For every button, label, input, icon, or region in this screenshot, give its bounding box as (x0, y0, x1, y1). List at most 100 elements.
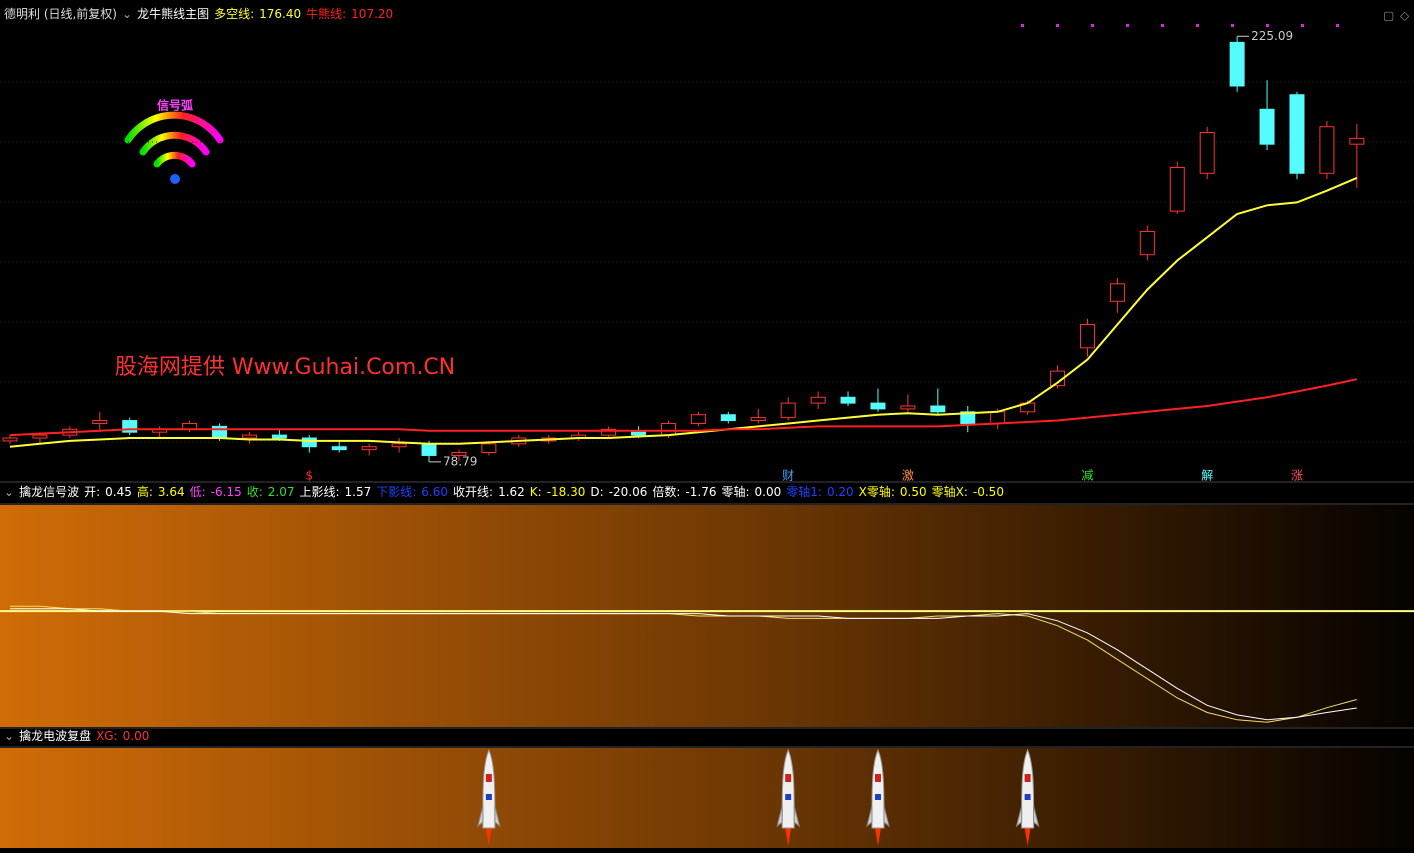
candle-body (1349, 137, 1365, 145)
rocket-body (781, 748, 795, 829)
signal-annotation: 涨 (1291, 468, 1303, 483)
candle-body (122, 420, 138, 433)
main-header: 德明利 (日线,前复权) ⌄ 龙牛熊线主图 多空线: 176.40 牛熊线: 107.20 (4, 5, 398, 23)
readout-label: 开: (84, 485, 101, 499)
readout-value: 0.00 (122, 729, 150, 743)
rocket-window (1024, 794, 1031, 800)
signal-annotation: $ (305, 469, 313, 483)
candle-body (1139, 230, 1155, 256)
signal-icon (124, 111, 224, 168)
signal-annotation: 激 (902, 469, 914, 483)
readout-label: 低: (189, 485, 206, 499)
candle-body (690, 414, 706, 424)
signal-dot (170, 174, 180, 184)
window-icon[interactable]: ◇ (1400, 9, 1410, 23)
candle-body (840, 396, 856, 404)
rocket (477, 748, 501, 846)
signal-dot (1126, 24, 1129, 27)
window-icon[interactable]: ▢ (1383, 9, 1394, 23)
readout-value: -1.76 (685, 485, 717, 499)
candle-body (900, 405, 916, 410)
low-label: 78.79 (443, 454, 477, 468)
rocket-fin (1015, 805, 1040, 828)
readout-label: XG: (96, 729, 118, 743)
rocket-body (1021, 748, 1035, 829)
candle-body (1109, 283, 1125, 302)
collapse-icon[interactable]: ⌄ (122, 7, 133, 21)
readout-value: 2.07 (267, 485, 295, 499)
candle-body (601, 428, 617, 436)
candle-body (1259, 108, 1275, 145)
candle-body (1079, 324, 1095, 349)
readout-label: D: (590, 485, 604, 499)
candle-body (810, 396, 826, 404)
signal-dot (1336, 24, 1339, 27)
watermark: 股海网提供 Www.Guhai.Com.CN (115, 355, 455, 380)
panel-background (0, 748, 1414, 848)
indicator-header: ⌄ 擒龙信号波 开: 0.45 高: 3.64 低: -6.15 收: 2.07 上影线: 1.57 下… (4, 483, 1009, 501)
readout-label: 收: (246, 485, 263, 499)
rocket-window (485, 774, 492, 782)
indicator-line (9, 176, 1358, 448)
candle-body (331, 446, 347, 451)
candle-body (481, 443, 497, 454)
rocket (866, 748, 890, 846)
rocket-window (874, 794, 881, 800)
rocket-fin (776, 805, 801, 828)
readout-value: 1.57 (344, 485, 372, 499)
signal-dot (1231, 24, 1234, 27)
candle-body (2, 437, 18, 442)
readout-label: 高: (136, 485, 153, 499)
readout-value: 107.20 (351, 7, 394, 21)
chart-title: 龙牛熊线主图 (137, 7, 210, 21)
rocket-flame (485, 828, 492, 846)
collapse-icon[interactable]: ⌄ (4, 485, 15, 499)
high-label: 225.09 (1251, 29, 1293, 43)
candle-body (780, 402, 796, 419)
rocket (1015, 748, 1040, 846)
rocket-fin (866, 805, 890, 828)
rocket-window (485, 794, 492, 800)
candle-body (212, 425, 228, 439)
rocket-flame (1024, 828, 1031, 846)
candle-body (1319, 126, 1335, 174)
candle-body (32, 434, 48, 439)
rocket-window (1024, 774, 1031, 782)
panel-title: 擒龙信号波 (19, 485, 80, 499)
signal-dot (1021, 24, 1024, 27)
panel-title: 擒龙电波复盘 (19, 729, 92, 743)
collapse-icon[interactable]: ⌄ (4, 729, 15, 743)
signal-dot (1196, 24, 1199, 27)
candle-body (391, 443, 407, 448)
rocket-flame (785, 828, 792, 846)
readout-label: 零轴: (721, 485, 750, 499)
candle-body (421, 443, 437, 456)
signal-dot (1301, 24, 1304, 27)
rocket-window (785, 774, 792, 782)
readout-label: 牛熊线: (306, 7, 347, 21)
readout-value: -18.30 (546, 485, 586, 499)
candle-body (271, 434, 287, 439)
signal-dot (1161, 24, 1164, 27)
rocket-body (482, 748, 496, 829)
signal-dot (1056, 24, 1059, 27)
readout-label: X零轴: (858, 485, 895, 499)
signal-dot (1091, 24, 1094, 27)
readout-value: 3.64 (157, 485, 185, 499)
signal-annotation: 解 (1201, 469, 1213, 483)
candle-body (301, 437, 317, 448)
candle-body (1169, 166, 1185, 212)
readout-value: 0.45 (105, 485, 132, 499)
readout-value: 6.60 (421, 485, 449, 499)
readout-value: 176.40 (259, 7, 302, 21)
signal-annotation: 财 (782, 469, 794, 483)
candle-body (960, 411, 976, 424)
readout-value: -6.15 (210, 485, 242, 499)
readout-label: 零轴X: (931, 485, 968, 499)
indicator-line (9, 378, 1358, 437)
stock-name: 德明利 (日线,前复权) (4, 7, 117, 21)
readout-label: 下影线: (376, 485, 417, 499)
rocket-flame (874, 828, 881, 846)
readout-value: -0.50 (972, 485, 1004, 499)
